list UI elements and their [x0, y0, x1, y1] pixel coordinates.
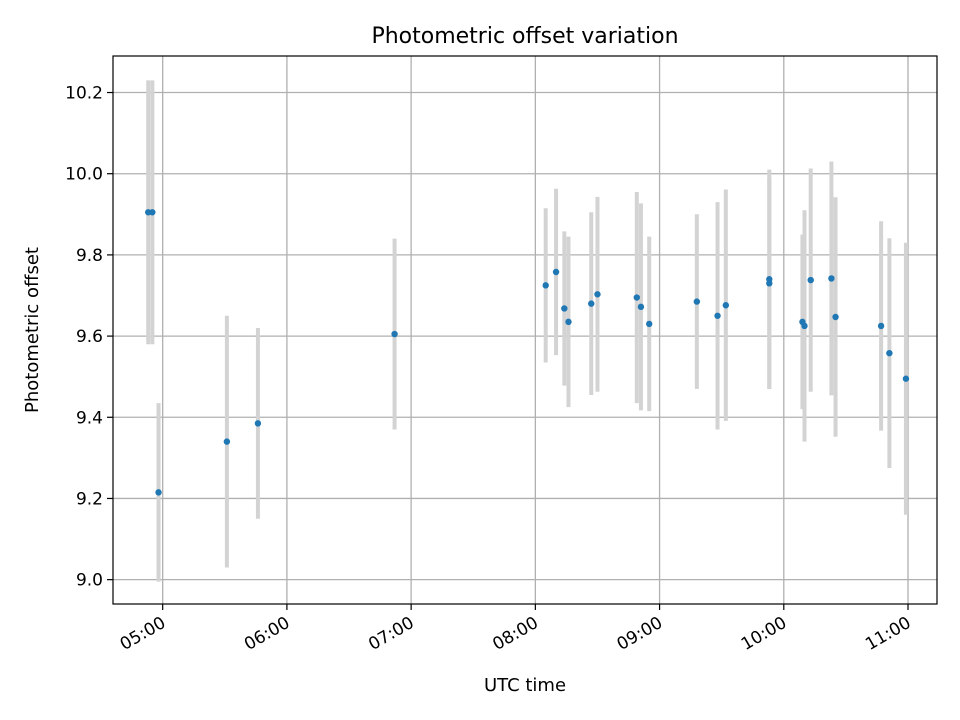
data-point — [588, 300, 595, 307]
x-axis-label: UTC time — [484, 675, 566, 696]
data-point — [254, 420, 262, 427]
data-point — [594, 291, 601, 298]
data-point — [902, 375, 910, 382]
data-point — [693, 298, 701, 305]
data-point — [807, 276, 814, 284]
data-points — [144, 209, 910, 496]
data-point — [149, 209, 156, 216]
data-point — [877, 322, 885, 330]
data-point — [646, 320, 653, 328]
grid-lines — [113, 56, 937, 604]
data-point — [561, 305, 568, 312]
data-point — [391, 330, 398, 338]
y-tick-label: 9.6 — [76, 327, 103, 347]
y-tick-label: 9.0 — [76, 571, 103, 591]
y-tick-label: 10.2 — [65, 84, 103, 104]
data-point — [714, 312, 721, 319]
data-point — [886, 349, 893, 357]
data-point — [801, 322, 808, 330]
data-point — [633, 294, 640, 301]
data-point — [552, 268, 560, 276]
data-point — [828, 275, 835, 282]
y-tick-label: 9.2 — [76, 489, 103, 509]
data-point — [223, 438, 231, 445]
data-point — [766, 280, 773, 287]
data-point — [722, 302, 730, 309]
data-point — [155, 489, 162, 496]
y-tick-label: 10.0 — [65, 165, 103, 185]
data-point — [637, 303, 645, 311]
y-tick-label: 9.4 — [76, 408, 103, 428]
data-point — [542, 282, 549, 289]
data-point — [565, 318, 572, 326]
y-tick-label: 9.8 — [76, 246, 103, 266]
chart-title: Photometric offset variation — [371, 24, 678, 49]
y-axis-label: Photometric offset — [22, 247, 43, 413]
y-axis-ticks: 9.0 9.2 9.4 9.6 9.8 10.0 10.2 — [65, 84, 113, 591]
data-point — [832, 313, 839, 321]
plot-area-frame — [112, 55, 938, 605]
